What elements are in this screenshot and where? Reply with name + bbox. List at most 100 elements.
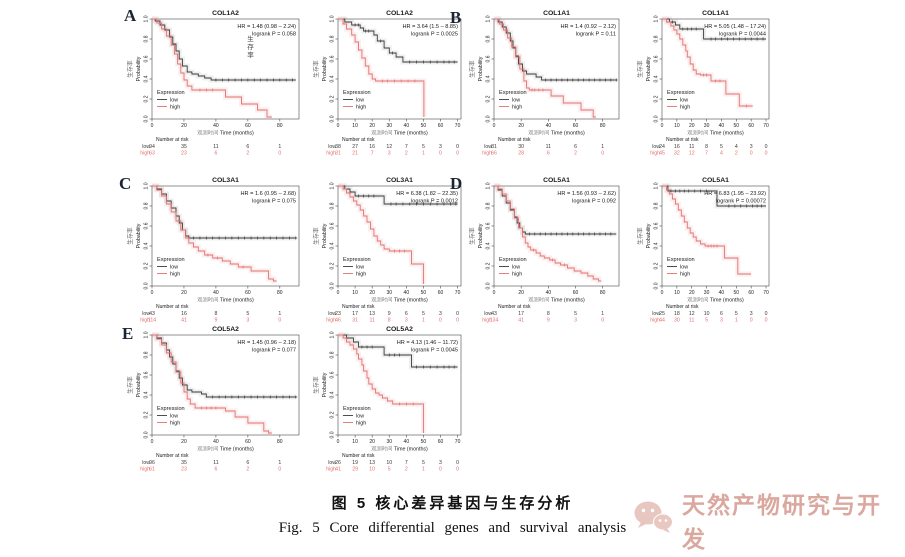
svg-text:生存率: 生存率 <box>468 60 476 78</box>
figure-caption: 图 5 核心差异基因与生存分析 Fig. 5 Core differential… <box>0 492 905 537</box>
svg-text:0: 0 <box>456 460 459 466</box>
svg-text:40: 40 <box>404 439 410 445</box>
panel-label-b: B <box>450 8 462 27</box>
svg-text:16: 16 <box>369 144 375 150</box>
svg-text:0.0: 0.0 <box>654 115 660 122</box>
svg-text:0.4: 0.4 <box>486 75 492 82</box>
svg-text:41: 41 <box>335 467 341 473</box>
svg-text:high: high <box>170 272 180 278</box>
svg-text:70: 70 <box>763 290 769 296</box>
svg-text:10: 10 <box>369 467 375 473</box>
svg-text:23: 23 <box>335 311 341 317</box>
svg-text:率: 率 <box>247 50 254 59</box>
svg-text:low: low <box>328 311 336 317</box>
svg-text:60: 60 <box>573 290 579 296</box>
svg-text:24: 24 <box>659 144 665 150</box>
svg-text:16: 16 <box>674 144 680 150</box>
caption-english: Fig. 5 Core differential genes and survi… <box>278 520 627 536</box>
svg-text:6: 6 <box>214 151 217 157</box>
svg-text:80: 80 <box>277 439 283 445</box>
km-survival-chart: COL5A1 HR = 1.56 (0.93 – 2.62) logrank P =… <box>468 177 620 324</box>
svg-text:9: 9 <box>388 311 391 317</box>
svg-text:0.2: 0.2 <box>144 262 150 269</box>
svg-text:8: 8 <box>705 144 708 150</box>
svg-text:43: 43 <box>149 311 155 317</box>
svg-text:Probability: Probability <box>646 56 652 81</box>
svg-text:HR = 3.64 (1.5 – 8.85): HR = 3.64 (1.5 – 8.85) <box>402 24 458 30</box>
svg-text:0.8: 0.8 <box>144 35 150 42</box>
svg-text:0: 0 <box>661 290 664 296</box>
svg-text:5: 5 <box>574 311 577 317</box>
svg-text:27: 27 <box>352 144 358 150</box>
svg-text:HR = 4.13 (1.46 – 11.72): HR = 4.13 (1.46 – 11.72) <box>397 340 458 346</box>
svg-text:生存率: 生存率 <box>468 227 476 245</box>
svg-text:17: 17 <box>518 311 524 317</box>
svg-text:41: 41 <box>181 318 187 324</box>
svg-text:Number at risk: Number at risk <box>156 304 189 310</box>
svg-text:1: 1 <box>278 460 281 466</box>
svg-text:low: low <box>170 414 178 420</box>
svg-text:logrank P = 0.0025: logrank P = 0.0025 <box>411 32 458 38</box>
svg-text:3: 3 <box>750 144 753 150</box>
svg-text:13: 13 <box>369 311 375 317</box>
svg-text:0.2: 0.2 <box>486 95 492 102</box>
svg-text:0: 0 <box>151 123 154 129</box>
svg-text:0.2: 0.2 <box>330 411 336 418</box>
km-survival-chart: COL3A1 HR = 1.6 (0.95 – 2.68) logrank P = … <box>126 177 300 324</box>
svg-text:0.6: 0.6 <box>144 222 150 229</box>
svg-text:COL5A1: COL5A1 <box>702 177 729 184</box>
svg-text:2: 2 <box>246 151 249 157</box>
svg-text:Expression: Expression <box>157 90 185 96</box>
svg-text:60: 60 <box>245 123 251 129</box>
svg-text:high: high <box>512 105 522 111</box>
svg-text:1.0: 1.0 <box>144 182 150 189</box>
svg-text:1.0: 1.0 <box>144 15 150 22</box>
watermark-text: 天然产物研究与开发 <box>682 492 882 552</box>
svg-text:0: 0 <box>456 467 459 473</box>
svg-text:1: 1 <box>278 144 281 150</box>
svg-text:70: 70 <box>455 439 461 445</box>
svg-text:23: 23 <box>181 151 187 157</box>
svg-text:0.0: 0.0 <box>144 431 150 438</box>
svg-text:HR = 6.83 (1.95 – 23.92): HR = 6.83 (1.95 – 23.92) <box>704 191 766 197</box>
svg-text:logrank P = 0.092: logrank P = 0.092 <box>572 199 616 205</box>
svg-text:40: 40 <box>546 123 552 129</box>
svg-text:0: 0 <box>765 318 768 324</box>
svg-text:40: 40 <box>719 290 725 296</box>
svg-text:6: 6 <box>720 311 723 317</box>
svg-text:4: 4 <box>720 151 723 157</box>
svg-text:1.0: 1.0 <box>144 331 150 338</box>
svg-text:5: 5 <box>246 311 249 317</box>
svg-text:0: 0 <box>750 318 753 324</box>
svg-text:10: 10 <box>386 460 392 466</box>
svg-text:COL5A2: COL5A2 <box>386 326 413 333</box>
svg-text:low: low <box>512 265 520 271</box>
svg-text:high: high <box>650 151 660 157</box>
svg-text:30: 30 <box>386 439 392 445</box>
svg-text:3: 3 <box>405 318 408 324</box>
svg-text:20: 20 <box>369 290 375 296</box>
svg-text:114: 114 <box>148 318 156 324</box>
svg-text:0: 0 <box>765 151 768 157</box>
svg-text:low: low <box>680 265 688 271</box>
svg-text:30: 30 <box>518 144 524 150</box>
svg-text:25: 25 <box>659 311 665 317</box>
journal-watermark: 天然产物研究与开发 <box>633 492 905 552</box>
km-survival-chart: COL5A2 HR = 1.45 (0.96 – 2.18) logrank P =… <box>126 326 300 473</box>
svg-text:0.4: 0.4 <box>330 242 336 249</box>
svg-text:low: low <box>328 144 336 150</box>
km-plot-col3a1-left: COL3A1 HR = 1.6 (0.95 – 2.68) logrank P = … <box>122 173 304 329</box>
svg-text:6: 6 <box>246 144 249 150</box>
svg-text:0.0: 0.0 <box>330 282 336 289</box>
svg-text:0.8: 0.8 <box>144 351 150 358</box>
svg-text:COL5A2: COL5A2 <box>212 326 239 333</box>
km-plot-col5a2-right: COL5A2 HR = 4.13 (1.46 – 11.72) logrank P … <box>308 322 466 478</box>
km-survival-chart: COL1A2 HR = 1.48 (0.98 – 2.24) logrank P =… <box>126 10 300 157</box>
svg-text:80: 80 <box>600 290 606 296</box>
svg-text:3: 3 <box>574 318 577 324</box>
svg-text:生存率: 生存率 <box>636 227 644 245</box>
svg-text:1: 1 <box>735 318 738 324</box>
svg-text:1.0: 1.0 <box>330 15 336 22</box>
panel-label-c: C <box>119 174 132 193</box>
svg-text:Number at risk: Number at risk <box>342 137 375 143</box>
